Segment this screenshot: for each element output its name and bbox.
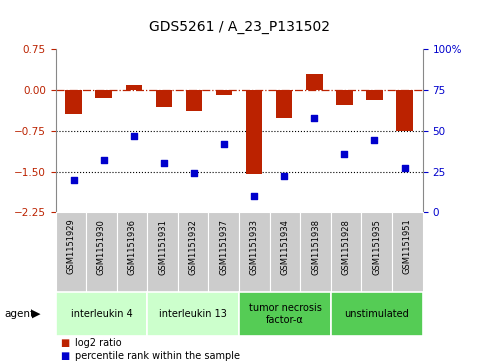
Bar (331, 212, 361, 292)
Point (280, 174, 288, 179)
Bar (209, 212, 239, 292)
Point (220, 141, 228, 147)
Bar (185, 90, 202, 110)
Bar (216, 90, 232, 95)
Bar (86, 212, 117, 292)
Text: GSM1151951: GSM1151951 (403, 219, 412, 274)
Bar (96, 90, 112, 98)
Text: GSM1151934: GSM1151934 (281, 219, 289, 275)
Text: GSM1151932: GSM1151932 (189, 219, 198, 275)
Bar (366, 90, 383, 99)
Text: GSM1151929: GSM1151929 (66, 219, 75, 274)
Text: agent: agent (5, 309, 35, 319)
Bar (396, 90, 413, 131)
Point (160, 160, 168, 166)
Text: GSM1151935: GSM1151935 (372, 219, 381, 275)
Text: GSM1151936: GSM1151936 (128, 219, 137, 275)
Text: ▶: ▶ (32, 309, 41, 319)
Point (250, 193, 258, 199)
Bar (239, 292, 331, 336)
Bar (56, 212, 86, 292)
Text: GSM1151933: GSM1151933 (250, 219, 259, 275)
Text: GDS5261 / A_23_P131502: GDS5261 / A_23_P131502 (149, 20, 329, 34)
Text: interleukin 13: interleukin 13 (159, 309, 227, 319)
Point (70, 177, 77, 183)
Bar (117, 212, 147, 292)
Text: GSM1151938: GSM1151938 (311, 219, 320, 275)
Bar (56, 292, 147, 336)
Bar (246, 90, 262, 174)
Bar (392, 212, 423, 292)
Text: log2 ratio: log2 ratio (75, 338, 122, 348)
Text: GSM1151931: GSM1151931 (158, 219, 167, 275)
Text: interleukin 4: interleukin 4 (71, 309, 132, 319)
Bar (239, 212, 270, 292)
Text: tumor necrosis
factor-α: tumor necrosis factor-α (249, 303, 321, 325)
Text: unstimulated: unstimulated (344, 309, 409, 319)
Text: GSM1151930: GSM1151930 (97, 219, 106, 275)
Bar (331, 292, 423, 336)
Bar (270, 212, 300, 292)
Text: ■: ■ (60, 351, 70, 362)
Text: percentile rank within the sample: percentile rank within the sample (75, 351, 240, 362)
Point (311, 115, 318, 121)
Bar (156, 90, 172, 107)
Bar (178, 212, 209, 292)
Bar (126, 85, 142, 90)
Point (401, 165, 409, 171)
Bar (361, 212, 392, 292)
Point (100, 157, 108, 163)
Bar (65, 90, 82, 114)
Bar (300, 212, 331, 292)
Point (130, 132, 138, 138)
Point (190, 170, 198, 176)
Bar (336, 90, 353, 105)
Bar (276, 90, 293, 118)
Point (370, 138, 378, 143)
Bar (147, 212, 178, 292)
Bar (306, 73, 323, 90)
Text: GSM1151937: GSM1151937 (219, 219, 228, 275)
Point (341, 151, 348, 156)
Text: ■: ■ (60, 338, 70, 348)
Bar (147, 292, 239, 336)
Text: GSM1151928: GSM1151928 (341, 219, 351, 275)
